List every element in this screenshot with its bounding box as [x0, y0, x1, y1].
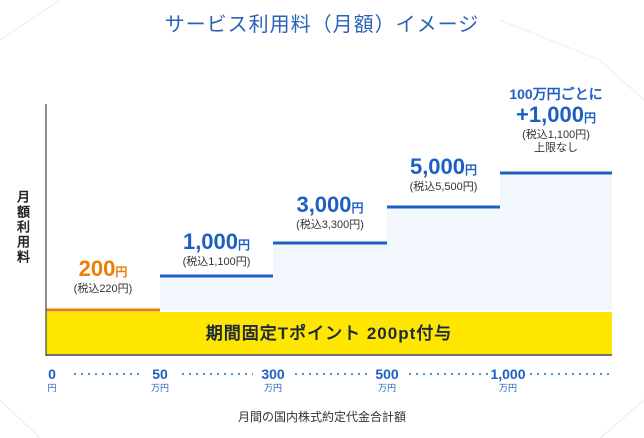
x-tick-unit: 万円 [263, 383, 282, 393]
step-tax-text: (税込1,100円) [182, 256, 251, 269]
x-tick-value: 300 [261, 366, 285, 382]
step-fee-value: 200 [78, 256, 116, 281]
step-fee-unit: 円 [583, 111, 596, 126]
step-fee-value: 1,000 [182, 229, 239, 254]
banner-text: 期間固定Tポイント 200pt付与 [205, 324, 453, 343]
x-tick-unit: 円 [47, 383, 57, 393]
step-label-3: 5,000円 (税込5,500円) [387, 154, 500, 194]
step-fee-unit: 円 [465, 163, 478, 177]
x-tick-4: 1,000 万円 [486, 366, 530, 394]
step-fee-value: 3,000 [296, 192, 352, 217]
x-tick-value: 500 [375, 366, 399, 382]
step-fee: 1,000円 [183, 229, 251, 254]
x-tick-unit: 万円 [377, 383, 396, 393]
x-tick-value: 1,000 [490, 366, 526, 382]
x-tick-1: 50 万円 [138, 366, 182, 394]
banner-bar [46, 312, 612, 354]
x-tick-unit: 万円 [150, 383, 169, 393]
x-tick-2: 300 万円 [251, 366, 295, 394]
step-fee-unit: 円 [351, 201, 364, 215]
step-label-4: 100万円ごとに +1,000円 (税込1,100円) 上限なし [490, 86, 622, 155]
step-fee-value: 5,000 [409, 154, 466, 179]
step-tax-text: (税込3,300円) [296, 219, 364, 232]
chart-title: サービス利用料（月額）イメージ [164, 14, 480, 36]
step-tax-text: (税込1,100円) [522, 129, 590, 142]
step-fee: 5,000円 [410, 154, 478, 179]
x-axis-label: 月間の国内株式約定代金合計額 [237, 410, 406, 424]
x-tick-unit: 万円 [498, 383, 517, 393]
step-label-0: 200円 (税込220円) [46, 256, 160, 296]
step-tax-text: (税込220円) [73, 283, 133, 296]
step-fee-unit: 円 [238, 238, 251, 252]
step-tax-text: (税込5,500円) [409, 181, 478, 194]
step-fee: 200円 [79, 256, 128, 281]
step-label-1: 1,000円 (税込1,100円) [160, 229, 273, 269]
step-fee-unit: 円 [115, 265, 128, 279]
step-fee-value: +1,000 [516, 102, 584, 128]
step-note: 上限なし [534, 142, 578, 155]
x-tick-value: 0 [48, 366, 56, 382]
y-axis-label: 月額利用料 [15, 190, 30, 265]
step-label-2: 3,000円 (税込3,300円) [273, 192, 387, 232]
step-top-text: 100万円ごとに [509, 86, 603, 102]
x-tick-value: 50 [152, 366, 168, 382]
step-fee: +1,000円 [516, 102, 596, 127]
step-fee: 3,000円 [296, 192, 364, 217]
x-tick-3: 500 万円 [365, 366, 409, 394]
